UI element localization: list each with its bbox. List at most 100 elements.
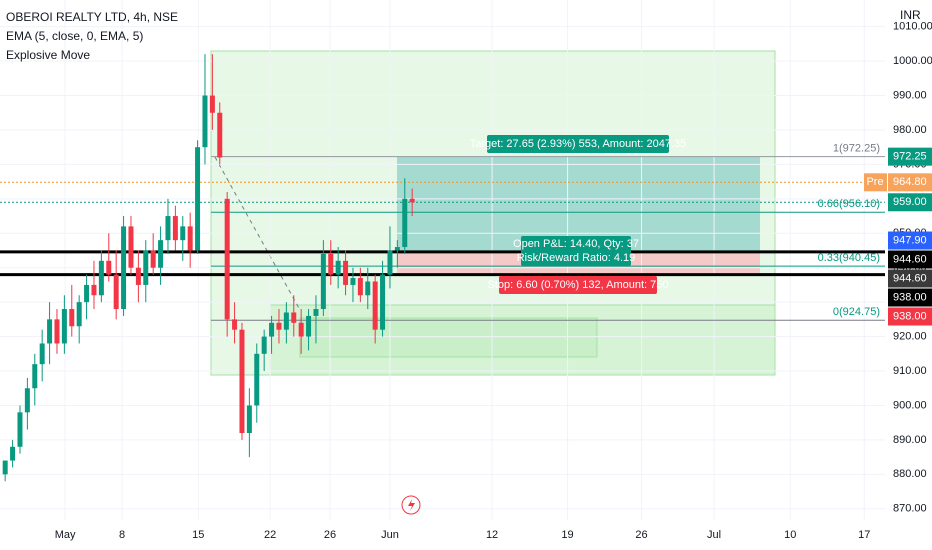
- price-tag: [888, 231, 932, 250]
- candle-body: [269, 322, 275, 337]
- x-tick-label: 8: [119, 529, 125, 541]
- candle-body: [84, 284, 90, 303]
- candle-body: [372, 281, 378, 330]
- candle-body: [254, 353, 260, 406]
- stop-box: [499, 276, 657, 294]
- fib-label: 0.33(940.45): [818, 252, 880, 264]
- price-tag-label: 947.90: [893, 234, 927, 246]
- candle-body: [158, 240, 164, 268]
- candle-body: [113, 274, 119, 310]
- candle-body: [32, 364, 38, 389]
- candle-body: [91, 284, 97, 296]
- price-tag-prefix: Pre: [866, 176, 883, 188]
- price-tag: [864, 173, 887, 192]
- currency: INR: [900, 8, 921, 22]
- candle-body: [291, 312, 297, 323]
- candle-body: [195, 147, 201, 251]
- candle-body: [387, 250, 393, 275]
- zone: [299, 317, 598, 358]
- plot: 1(972.25) 0.66(956.10) 0.33(940.45) 0(924.7…: [0, 0, 885, 520]
- y-tick-label: 900.00: [893, 399, 927, 411]
- candle-body: [217, 112, 223, 158]
- x-tick-label: Jun: [381, 529, 399, 541]
- candle-body: [76, 302, 82, 327]
- candle-body: [320, 253, 326, 310]
- candle-body: [276, 322, 282, 330]
- candle-body: [47, 319, 53, 344]
- y-tick-label: 870.00: [893, 503, 927, 515]
- y-tick-label: 990.00: [893, 89, 927, 101]
- candle-body: [209, 95, 215, 113]
- fib-label: 1(972.25): [833, 143, 880, 155]
- candle-body: [335, 260, 341, 275]
- candle-body: [380, 274, 386, 330]
- icon: [401, 495, 421, 515]
- price-tag-label: 964.80: [893, 176, 927, 188]
- y-tick-label: 980.00: [893, 124, 927, 136]
- x-tick-label: May: [55, 529, 76, 541]
- candle-body: [2, 460, 8, 475]
- price-tag-label: 938.00: [893, 310, 927, 322]
- candle-body: [61, 309, 67, 344]
- candle-body: [24, 388, 30, 413]
- candle-body: [98, 260, 104, 296]
- x-tick-label: 19: [561, 529, 573, 541]
- y-tick-label: 880.00: [893, 468, 927, 480]
- candle-body: [128, 226, 134, 268]
- target-box: [487, 135, 669, 153]
- candle-body: [150, 250, 156, 268]
- candle-body: [232, 319, 238, 330]
- price-tag-label: 972.25: [893, 151, 927, 163]
- target-label: Target: 27.65 (2.93%) 553, Amount: 2047.…: [470, 138, 686, 150]
- x-tick-label: Jul: [707, 529, 721, 541]
- candle-body: [180, 226, 186, 241]
- rr-label: Risk/Reward Ratio: 4.19: [517, 252, 636, 264]
- candle-body: [365, 281, 371, 296]
- candle-body: [394, 247, 400, 251]
- indicator: Explosive Move: [6, 48, 90, 62]
- candle-body: [39, 343, 45, 365]
- candle-body: [246, 405, 252, 434]
- candle-body: [328, 253, 334, 275]
- x-tick-label: 26: [635, 529, 647, 541]
- x-tick-label: 26: [324, 529, 336, 541]
- candle-body: [402, 198, 408, 248]
- y-tick-label: 910.00: [893, 365, 927, 377]
- candle-body: [409, 198, 415, 203]
- candle-body: [306, 315, 312, 337]
- candle-body: [69, 309, 75, 327]
- price-tag: [888, 173, 932, 192]
- x-tick-label: 22: [264, 529, 276, 541]
- candle-body: [106, 260, 112, 275]
- price-tag-label: 959.00: [893, 196, 927, 208]
- candle-body: [202, 95, 208, 148]
- price-tag: [888, 288, 932, 307]
- fib-label: 0.66(956.10): [818, 198, 880, 210]
- candle-body: [313, 309, 319, 316]
- candle-body: [10, 446, 16, 461]
- candle-body: [172, 216, 178, 241]
- chart-title: OBEROI REALTY LTD, 4h, NSE: [6, 10, 178, 24]
- candle-body: [350, 278, 356, 285]
- icon: [408, 499, 415, 511]
- price-tag-label: 944.60: [893, 272, 927, 284]
- candle-body: [261, 336, 267, 354]
- price-tag: [888, 250, 932, 269]
- x-tick-label: 10: [784, 529, 796, 541]
- candle-body: [224, 198, 230, 320]
- candle-body: [17, 412, 23, 447]
- target-zone: [397, 157, 760, 251]
- candle-body: [135, 267, 141, 285]
- candle-body: [239, 329, 245, 434]
- y-tick-label: 1010.00: [893, 21, 932, 33]
- pnl-box: [521, 236, 631, 266]
- price-tag: [888, 147, 932, 166]
- price-tag: [888, 269, 932, 288]
- indicator: EMA (5, close, 0, EMA, 5): [6, 29, 143, 43]
- candle-body: [121, 226, 127, 310]
- candle-body: [283, 312, 289, 330]
- stop-label: Stop: 6.60 (0.70%) 132, Amount: 750: [487, 279, 668, 291]
- candle-body: [343, 260, 349, 285]
- price-tag: [888, 307, 932, 326]
